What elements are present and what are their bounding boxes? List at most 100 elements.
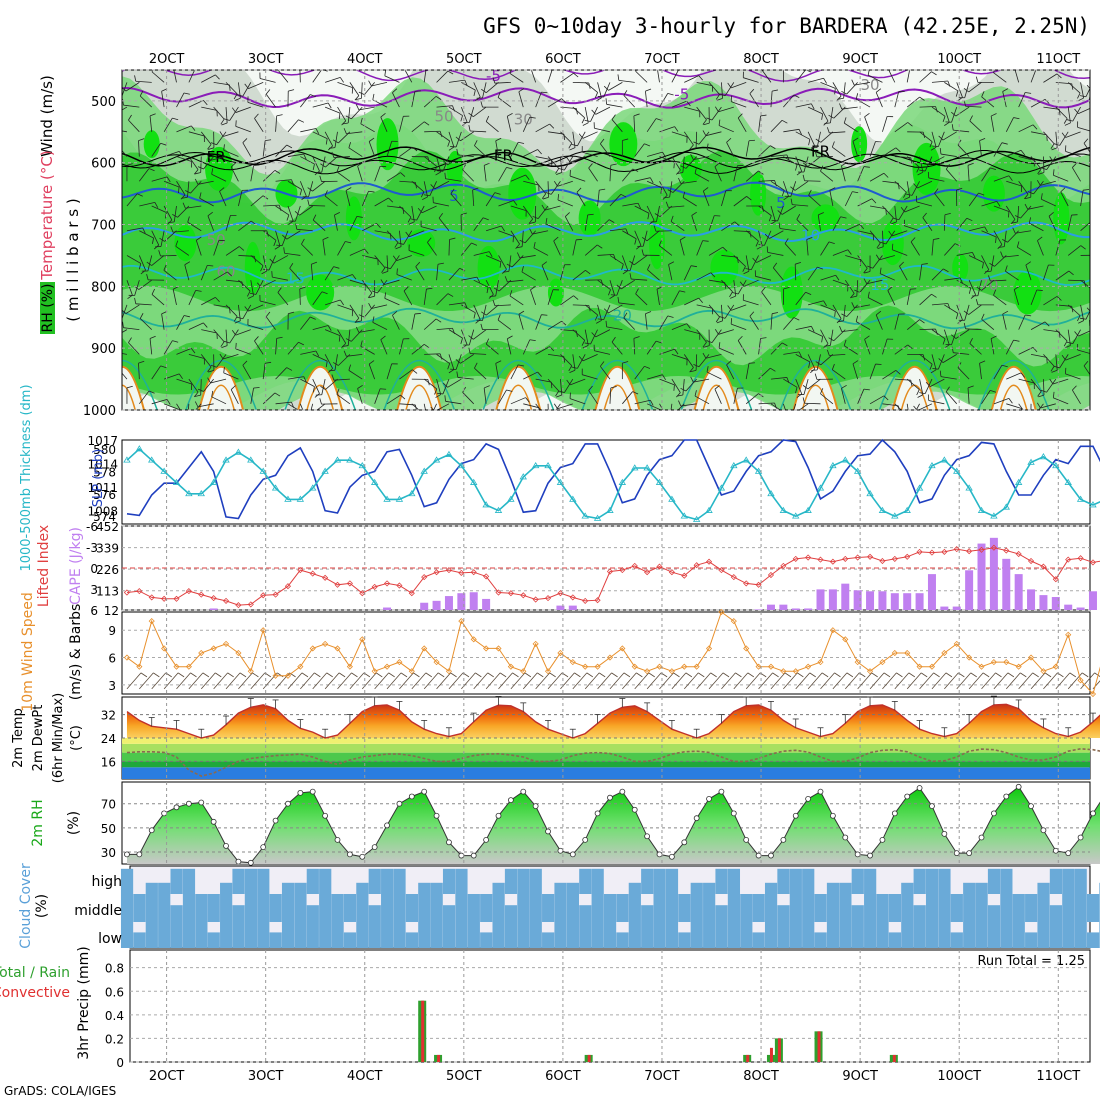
wind-barb <box>523 180 539 186</box>
cloud-cell <box>963 922 976 948</box>
wind-barb-flag <box>1086 307 1090 312</box>
temp-ylabel-2: 2m DewPt <box>31 705 46 772</box>
wind-barb <box>322 239 326 256</box>
cloud-cell <box>1074 922 1087 948</box>
wind-barb-flag <box>561 320 567 326</box>
wind-barb-flag <box>170 226 174 233</box>
wind-barb <box>380 116 388 132</box>
cloud-cell <box>319 868 332 894</box>
li-point <box>941 548 948 555</box>
wind-barb <box>882 370 897 380</box>
wind-barb <box>1017 246 1032 256</box>
chart-title: GFS 0~10day 3-hourly for BARDERA (42.25E… <box>483 14 1090 38</box>
surface-wind-barb-flag <box>524 672 532 678</box>
wind-barb <box>187 181 190 198</box>
wind-barb <box>698 354 710 368</box>
wind-barb-flag <box>394 242 399 248</box>
li-ytick: 0 <box>90 562 98 576</box>
wind-barb-flag <box>203 322 208 328</box>
rh-point <box>792 812 799 819</box>
wind-barb-flag <box>355 97 362 101</box>
cloud-cell <box>480 932 493 948</box>
wind-barb <box>223 372 239 380</box>
wind-barb-flag <box>716 97 723 101</box>
x-tick-label-bottom: 4OCT <box>347 1069 383 1084</box>
temp-ytick: 32 <box>101 709 116 723</box>
li-point <box>557 590 564 597</box>
wind-barb-flag <box>917 171 924 176</box>
wind-barb-flag <box>682 191 686 198</box>
wind-barb-flag <box>1063 118 1068 124</box>
wind-barb-flag <box>417 207 423 214</box>
wind-barb <box>1060 191 1069 207</box>
cloud-cell <box>690 882 703 894</box>
wind-barb-flag <box>148 168 155 172</box>
wind-barb <box>807 266 818 281</box>
cloud-cell <box>232 868 245 894</box>
wind-barb <box>176 156 192 162</box>
wind-barb-flag <box>824 345 831 347</box>
wind-barb <box>683 265 692 281</box>
wind-barb <box>646 205 655 221</box>
wind-barb-flag <box>831 363 835 370</box>
wind-barb-flag <box>676 169 681 175</box>
wind-barb <box>894 91 900 108</box>
wind-barb <box>324 77 341 83</box>
cloud-cell <box>480 894 493 922</box>
wind-barb <box>151 205 167 213</box>
wind-barb-flag <box>761 287 766 293</box>
wind-barb-flag <box>729 291 733 298</box>
wind-barb-flag <box>566 379 571 386</box>
cloud-cell <box>975 882 988 894</box>
cloud-cell <box>727 922 741 948</box>
surface-wind-barb-flag <box>883 672 891 678</box>
wind-barb-flag <box>662 374 666 381</box>
wind-barb-flag <box>622 138 629 141</box>
wind-barb-flag <box>686 323 691 329</box>
wind-barb-flag <box>847 249 852 255</box>
wind-barb-flag <box>1036 402 1041 409</box>
cloud-cell <box>418 894 431 922</box>
surface-wind-barb <box>473 672 489 690</box>
wind-barb <box>882 147 897 157</box>
wind-barb <box>1030 378 1042 392</box>
surface-wind-barb-flag <box>475 672 482 678</box>
wind-barb <box>582 151 598 157</box>
wind-barb <box>522 117 531 132</box>
wind-barb-flag <box>917 394 924 398</box>
wind-barb <box>176 403 181 410</box>
wind-barb-flag <box>1032 124 1038 130</box>
wind-speed-point <box>792 668 799 675</box>
temp-contour-30 <box>495 365 542 410</box>
wind-barb-flag <box>253 164 260 166</box>
ua-ytick: 500 <box>91 95 116 110</box>
wind-speed-point <box>1003 659 1010 666</box>
wind-barb <box>238 220 252 232</box>
wind-barb <box>793 403 797 410</box>
thickness-point <box>841 456 849 463</box>
cloud-cell <box>294 882 307 894</box>
wind-barb <box>207 215 215 231</box>
thickness-point <box>1014 478 1023 485</box>
wind-barb-flag <box>784 65 790 67</box>
wind-barb <box>683 131 694 146</box>
thickness-point <box>123 456 131 463</box>
cloud-cell <box>1062 868 1075 894</box>
wind-ylabel-right: (m/s) & Barbs <box>68 604 84 701</box>
wind-barb-flag <box>215 74 220 80</box>
wind-barb <box>1038 403 1044 410</box>
wind-barb <box>535 181 547 194</box>
wind-barb <box>139 230 154 239</box>
wind-barb <box>919 354 933 365</box>
wind-barb-flag <box>653 225 657 232</box>
wind-barb <box>609 194 622 207</box>
li-point <box>928 549 936 556</box>
wind-barb <box>647 269 660 281</box>
wind-barb <box>250 280 254 297</box>
temp-contour-35 <box>999 384 1028 410</box>
wind-barb <box>783 317 795 330</box>
wind-barb-flag <box>963 310 969 315</box>
thickness-point <box>928 461 936 469</box>
wind-barb-flag <box>196 68 202 69</box>
